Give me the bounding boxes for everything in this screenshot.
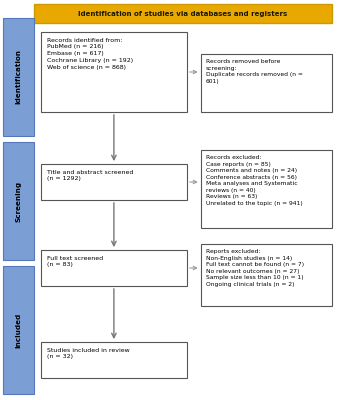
FancyBboxPatch shape [3, 266, 34, 394]
FancyBboxPatch shape [3, 18, 34, 136]
FancyBboxPatch shape [201, 244, 332, 306]
Text: Full text screened
(n = 83): Full text screened (n = 83) [47, 256, 103, 267]
Text: Included: Included [16, 312, 22, 348]
Text: Studies included in review
(n = 32): Studies included in review (n = 32) [47, 348, 130, 359]
FancyBboxPatch shape [3, 142, 34, 260]
FancyBboxPatch shape [34, 4, 332, 23]
FancyBboxPatch shape [41, 342, 187, 378]
Text: Records identified from:
PubMed (n = 216)
Embase (n = 617)
Cochrane Library (n =: Records identified from: PubMed (n = 216… [47, 38, 133, 70]
Text: Identification: Identification [16, 50, 22, 104]
FancyBboxPatch shape [41, 250, 187, 286]
Text: Records removed before
screening:
Duplicate records removed (n =
601): Records removed before screening: Duplic… [206, 59, 303, 84]
Text: Title and abstract screened
(n = 1292): Title and abstract screened (n = 1292) [47, 170, 133, 182]
Text: Records excluded:
Case reports (n = 85)
Comments and notes (n = 24)
Conference a: Records excluded: Case reports (n = 85) … [206, 155, 303, 206]
Text: Identification of studies via databases and registers: Identification of studies via databases … [78, 11, 287, 17]
Text: Reports excluded:
Non-English studies (n = 14)
Full text cannot be found (n = 7): Reports excluded: Non-English studies (n… [206, 249, 304, 287]
FancyBboxPatch shape [41, 164, 187, 200]
FancyBboxPatch shape [201, 150, 332, 228]
FancyBboxPatch shape [41, 32, 187, 112]
Text: Screening: Screening [16, 180, 22, 222]
FancyBboxPatch shape [201, 54, 332, 112]
